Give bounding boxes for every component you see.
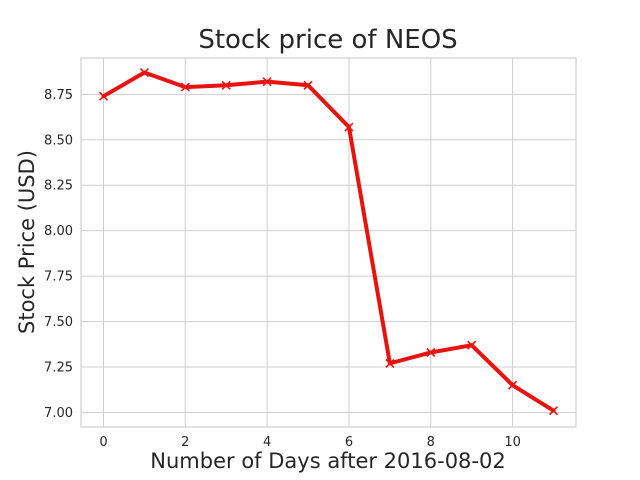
data-point — [548, 406, 559, 416]
series-layer — [98, 67, 559, 416]
data-point — [467, 340, 477, 350]
y-tick-label: 8.50 — [44, 133, 73, 148]
data-point — [303, 80, 313, 90]
y-tick-label: 7.25 — [44, 361, 73, 376]
tick-layer: 0 2 4 6 8 10 7.00 7.25 7.50 7.75 8.00 8.25 8.50 8.75 — [44, 88, 521, 450]
data-point — [344, 122, 354, 132]
chart-title: Stock price of NEOS — [198, 25, 457, 55]
x-tick-label: 6 — [345, 435, 353, 450]
plot-frame — [80, 57, 577, 428]
data-point — [139, 67, 149, 78]
data-point — [426, 347, 436, 358]
y-tick-label: 8.75 — [44, 88, 73, 103]
x-tick-label: 2 — [181, 435, 189, 450]
data-point — [180, 82, 190, 92]
data-point — [262, 77, 272, 87]
x-tick-label: 8 — [427, 435, 435, 450]
grid-layer — [81, 58, 576, 427]
y-tick-label: 7.50 — [44, 315, 73, 330]
data-point — [221, 80, 231, 90]
data-point — [385, 358, 395, 368]
data-point — [98, 91, 109, 101]
y-axis-label: Stock Price (USD) — [15, 150, 39, 334]
x-tick-label: 4 — [263, 435, 271, 450]
series-line — [101, 70, 556, 413]
y-tick-label: 7.00 — [44, 406, 73, 421]
y-tick-label: 8.25 — [44, 179, 73, 194]
y-tick-label: 8.00 — [44, 224, 73, 239]
x-axis-label: Number of Days after 2016-08-02 — [150, 449, 505, 473]
x-tick-label: 10 — [504, 435, 521, 450]
y-tick-label: 7.75 — [44, 270, 73, 285]
x-tick-label: 0 — [99, 435, 107, 450]
data-point — [508, 380, 518, 390]
